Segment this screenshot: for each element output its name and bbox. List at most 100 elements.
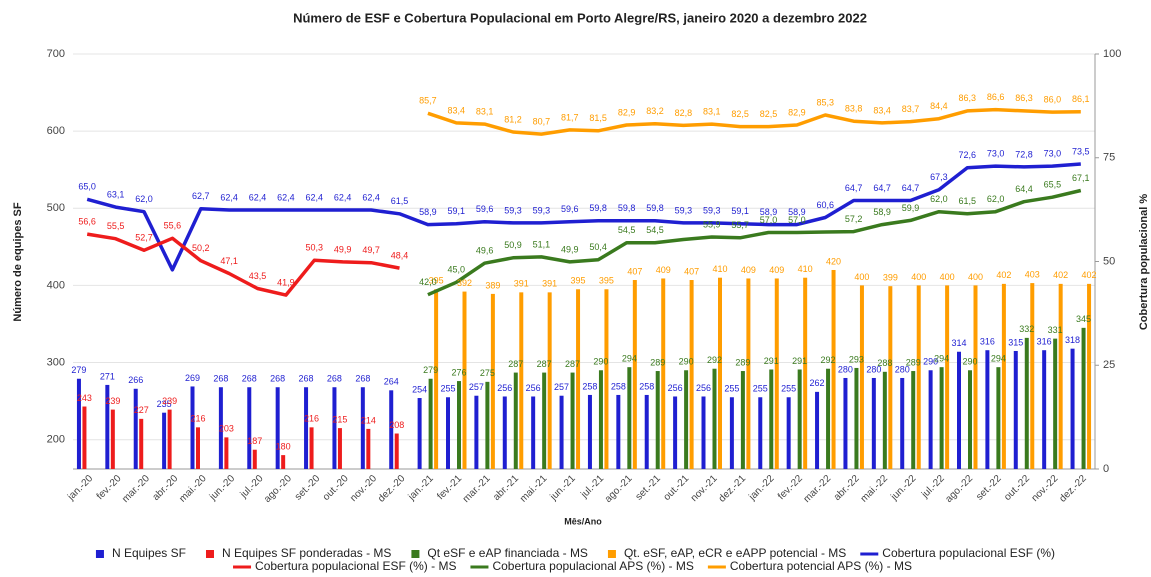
x-tick-label: jun.-21 — [548, 473, 578, 503]
bar — [786, 397, 791, 469]
line-value-label: 60,6 — [817, 200, 835, 210]
bar — [394, 433, 399, 469]
bar-value-label: 294 — [934, 354, 949, 364]
line-value-label: 86,6 — [987, 92, 1005, 102]
bar-value-label: 214 — [361, 415, 376, 425]
bar — [531, 396, 536, 469]
chart-title: Número de ESF e Cobertura Populacional e… — [293, 10, 867, 25]
line-value-label: 47,1 — [220, 256, 238, 266]
bar-value-label: 256 — [526, 383, 541, 393]
bar — [224, 437, 229, 469]
bar-value-label: 280 — [895, 364, 910, 374]
line-value-label: 83,1 — [476, 107, 494, 117]
bar — [815, 391, 820, 469]
line-value-label: 62,4 — [362, 192, 380, 202]
line-value-label: 72,8 — [1015, 149, 1033, 159]
line-value-label: 59,1 — [447, 206, 465, 216]
legend-row: N Equipes SF N Equipes SF ponderadas - MS… — [95, 546, 1055, 560]
bar — [304, 387, 309, 469]
bar — [428, 378, 433, 469]
bar-value-label: 293 — [849, 354, 864, 364]
line-value-label: 81,5 — [589, 113, 607, 123]
legend-swatch — [411, 550, 420, 558]
bar — [882, 371, 887, 469]
bar-value-label: 216 — [304, 414, 319, 424]
bar-value-label: 268 — [327, 374, 342, 384]
x-tick-label: mai.-22 — [859, 473, 891, 505]
x-tick-label: jan.-20 — [65, 473, 95, 503]
legend-label: Qt eSF e eAP financiada - MS — [427, 546, 588, 560]
bar — [167, 409, 172, 469]
x-tick-label: jan.-21 — [406, 473, 436, 503]
line-value-label: 54,5 — [646, 225, 664, 235]
bar — [275, 387, 280, 469]
line-value-label: 41,9 — [277, 277, 295, 287]
line-value-label: 83,7 — [902, 104, 920, 114]
bar — [162, 412, 167, 469]
line-value-label: 62,4 — [306, 192, 324, 202]
line-value-label: 50,4 — [589, 242, 607, 252]
bar-value-label: 258 — [639, 381, 654, 391]
bar — [417, 398, 422, 469]
bar — [689, 280, 694, 469]
line-value-label: 59,6 — [561, 204, 579, 214]
bar — [446, 397, 450, 469]
bar — [485, 381, 490, 469]
legend-label: Cobertura populacional APS (%) - MS — [492, 559, 693, 573]
line-value-label: 59,1 — [731, 206, 749, 216]
bar-value-label: 279 — [423, 365, 438, 375]
line-value-label: 59,6 — [476, 204, 494, 214]
line-value-label: 85,7 — [419, 96, 437, 106]
bar — [1001, 283, 1006, 469]
line-value-label: 82,9 — [788, 107, 806, 117]
bar — [587, 394, 592, 469]
x-tick-label: mai.-21 — [518, 473, 550, 505]
line-value-label: 55,9 — [703, 219, 721, 229]
line-value-label: 81,7 — [561, 112, 579, 122]
bar-value-label: 271 — [100, 371, 115, 381]
x-tick-label: nov.-20 — [348, 473, 379, 504]
bar — [502, 396, 507, 469]
line-value-label: 86,3 — [958, 93, 976, 103]
bar — [1030, 283, 1035, 469]
bar — [718, 277, 722, 469]
line-value-label: 45,0 — [447, 265, 465, 275]
bar — [843, 377, 848, 469]
bar-value-label: 279 — [71, 365, 86, 375]
line-value-label: 82,8 — [675, 108, 693, 118]
bar — [389, 390, 394, 469]
bar-value-label: 266 — [128, 375, 143, 385]
x-tick-label: set.-20 — [293, 473, 323, 503]
bar — [332, 387, 337, 469]
bar-value-label: 395 — [429, 276, 444, 286]
line-value-label: 59,3 — [675, 205, 693, 215]
bar-value-label: 290 — [923, 357, 938, 367]
x-tick-label: jun.-20 — [207, 473, 237, 503]
line-value-label: 81,2 — [504, 114, 522, 124]
x-tick-label: ago.-21 — [603, 473, 635, 505]
bar-value-label: 332 — [1019, 324, 1034, 334]
line-value-label: 83,4 — [873, 105, 891, 115]
line-value-label: 59,3 — [703, 205, 721, 215]
bar-value-label: 292 — [821, 355, 836, 365]
line-value-label: 83,8 — [845, 104, 863, 114]
bar — [632, 280, 637, 469]
y-tick-label: 700 — [47, 48, 65, 60]
line-value-label: 64,7 — [845, 183, 863, 193]
bar-value-label: 262 — [810, 378, 825, 388]
bar — [252, 449, 257, 469]
line-value-label: 73,0 — [987, 148, 1005, 158]
bar — [1053, 338, 1058, 469]
bar-value-label: 255 — [753, 384, 768, 394]
bar-value-label: 410 — [712, 264, 727, 274]
x-tick-label: dez.-21 — [717, 473, 749, 505]
line — [86, 162, 1081, 272]
bar-value-label: 289 — [906, 357, 921, 367]
bar-value-label: 409 — [769, 265, 784, 275]
bar-value-label: 314 — [951, 338, 966, 348]
bar — [547, 292, 552, 469]
bar-value-label: 291 — [792, 356, 807, 366]
bar — [139, 418, 144, 469]
bar — [519, 292, 524, 469]
